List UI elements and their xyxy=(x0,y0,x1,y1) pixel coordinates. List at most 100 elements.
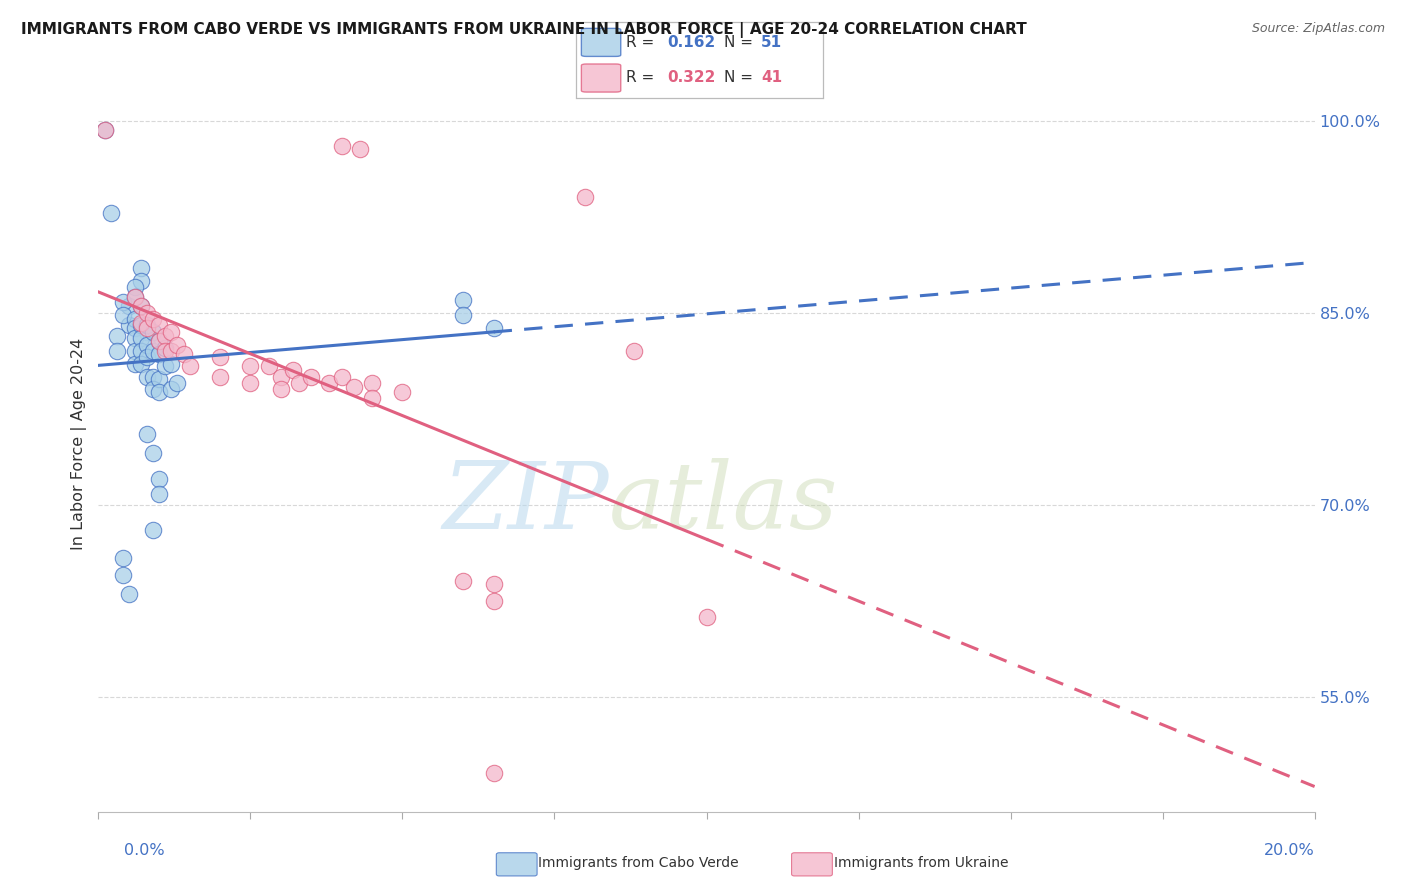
Point xyxy=(482,321,505,335)
Point xyxy=(453,308,475,322)
Text: R =: R = xyxy=(626,36,654,50)
Point xyxy=(136,337,159,351)
Text: 0.322: 0.322 xyxy=(668,70,716,85)
Text: 41: 41 xyxy=(761,70,782,85)
Point xyxy=(160,383,183,397)
Point xyxy=(270,383,292,397)
Point xyxy=(129,318,152,333)
Point xyxy=(93,122,115,136)
Point xyxy=(124,312,146,326)
Point xyxy=(142,446,165,460)
Point xyxy=(330,369,353,384)
Point xyxy=(288,376,311,390)
Point xyxy=(142,312,165,326)
Point xyxy=(148,372,170,386)
Point xyxy=(281,363,304,377)
Point xyxy=(136,325,159,339)
Point xyxy=(482,593,505,607)
Point xyxy=(696,610,718,624)
Point xyxy=(349,142,371,156)
Point xyxy=(160,357,183,371)
Point xyxy=(111,295,134,310)
Text: 0.162: 0.162 xyxy=(668,36,716,50)
Text: 0.0%: 0.0% xyxy=(124,843,165,858)
Point xyxy=(111,308,134,322)
Point xyxy=(129,343,152,358)
Point xyxy=(148,487,170,501)
Point xyxy=(160,343,183,358)
Point xyxy=(93,122,115,136)
Point xyxy=(148,334,170,348)
Point xyxy=(136,305,159,319)
Point xyxy=(270,369,292,384)
Text: Source: ZipAtlas.com: Source: ZipAtlas.com xyxy=(1251,22,1385,36)
Point xyxy=(160,325,183,339)
Point xyxy=(105,343,128,358)
Point xyxy=(155,328,177,343)
Point xyxy=(179,359,201,374)
Point xyxy=(209,351,232,365)
Point xyxy=(148,472,170,486)
FancyBboxPatch shape xyxy=(582,29,620,56)
Point xyxy=(453,574,475,589)
Point xyxy=(118,318,141,333)
Point xyxy=(124,290,146,304)
Point xyxy=(136,427,159,442)
Text: 51: 51 xyxy=(761,36,782,50)
Point xyxy=(148,346,170,360)
Text: R =: R = xyxy=(626,70,654,85)
Point xyxy=(330,139,353,153)
Text: N =: N = xyxy=(724,36,754,50)
Point xyxy=(129,299,152,313)
Point xyxy=(111,551,134,566)
Point xyxy=(124,343,146,358)
Point xyxy=(482,766,505,780)
Text: N =: N = xyxy=(724,70,754,85)
Point xyxy=(136,351,159,365)
Point xyxy=(148,334,170,348)
Point xyxy=(118,299,141,313)
Point xyxy=(173,346,195,360)
Point xyxy=(129,331,152,345)
Point xyxy=(111,568,134,582)
FancyBboxPatch shape xyxy=(582,64,620,92)
Point xyxy=(124,290,146,304)
Point xyxy=(155,342,177,356)
Point xyxy=(361,392,384,406)
Point xyxy=(391,384,413,399)
Point xyxy=(142,325,165,339)
Point xyxy=(136,318,159,333)
Point xyxy=(166,337,188,351)
Point xyxy=(574,190,596,204)
Text: atlas: atlas xyxy=(609,458,839,548)
Point xyxy=(155,343,177,358)
Point xyxy=(129,260,152,275)
Point xyxy=(124,331,146,345)
Point xyxy=(142,343,165,358)
Text: Immigrants from Cabo Verde: Immigrants from Cabo Verde xyxy=(538,855,740,870)
Point xyxy=(148,318,170,333)
Text: 20.0%: 20.0% xyxy=(1264,843,1315,858)
Point xyxy=(239,376,262,390)
Point xyxy=(136,369,159,384)
Point xyxy=(124,280,146,294)
Point xyxy=(100,206,122,220)
Point xyxy=(124,321,146,335)
Point xyxy=(257,359,280,374)
Point xyxy=(361,376,384,390)
Point xyxy=(299,369,322,384)
Point xyxy=(129,357,152,371)
Text: Immigrants from Ukraine: Immigrants from Ukraine xyxy=(834,855,1008,870)
Point xyxy=(453,293,475,307)
Point xyxy=(209,369,232,384)
Point xyxy=(623,343,645,358)
Point xyxy=(239,359,262,374)
Point xyxy=(129,299,152,313)
Point xyxy=(343,380,366,394)
Point xyxy=(142,523,165,537)
Point xyxy=(105,328,128,343)
Point xyxy=(129,316,152,330)
Point xyxy=(129,274,152,288)
Point xyxy=(318,376,340,390)
Point xyxy=(142,369,165,384)
